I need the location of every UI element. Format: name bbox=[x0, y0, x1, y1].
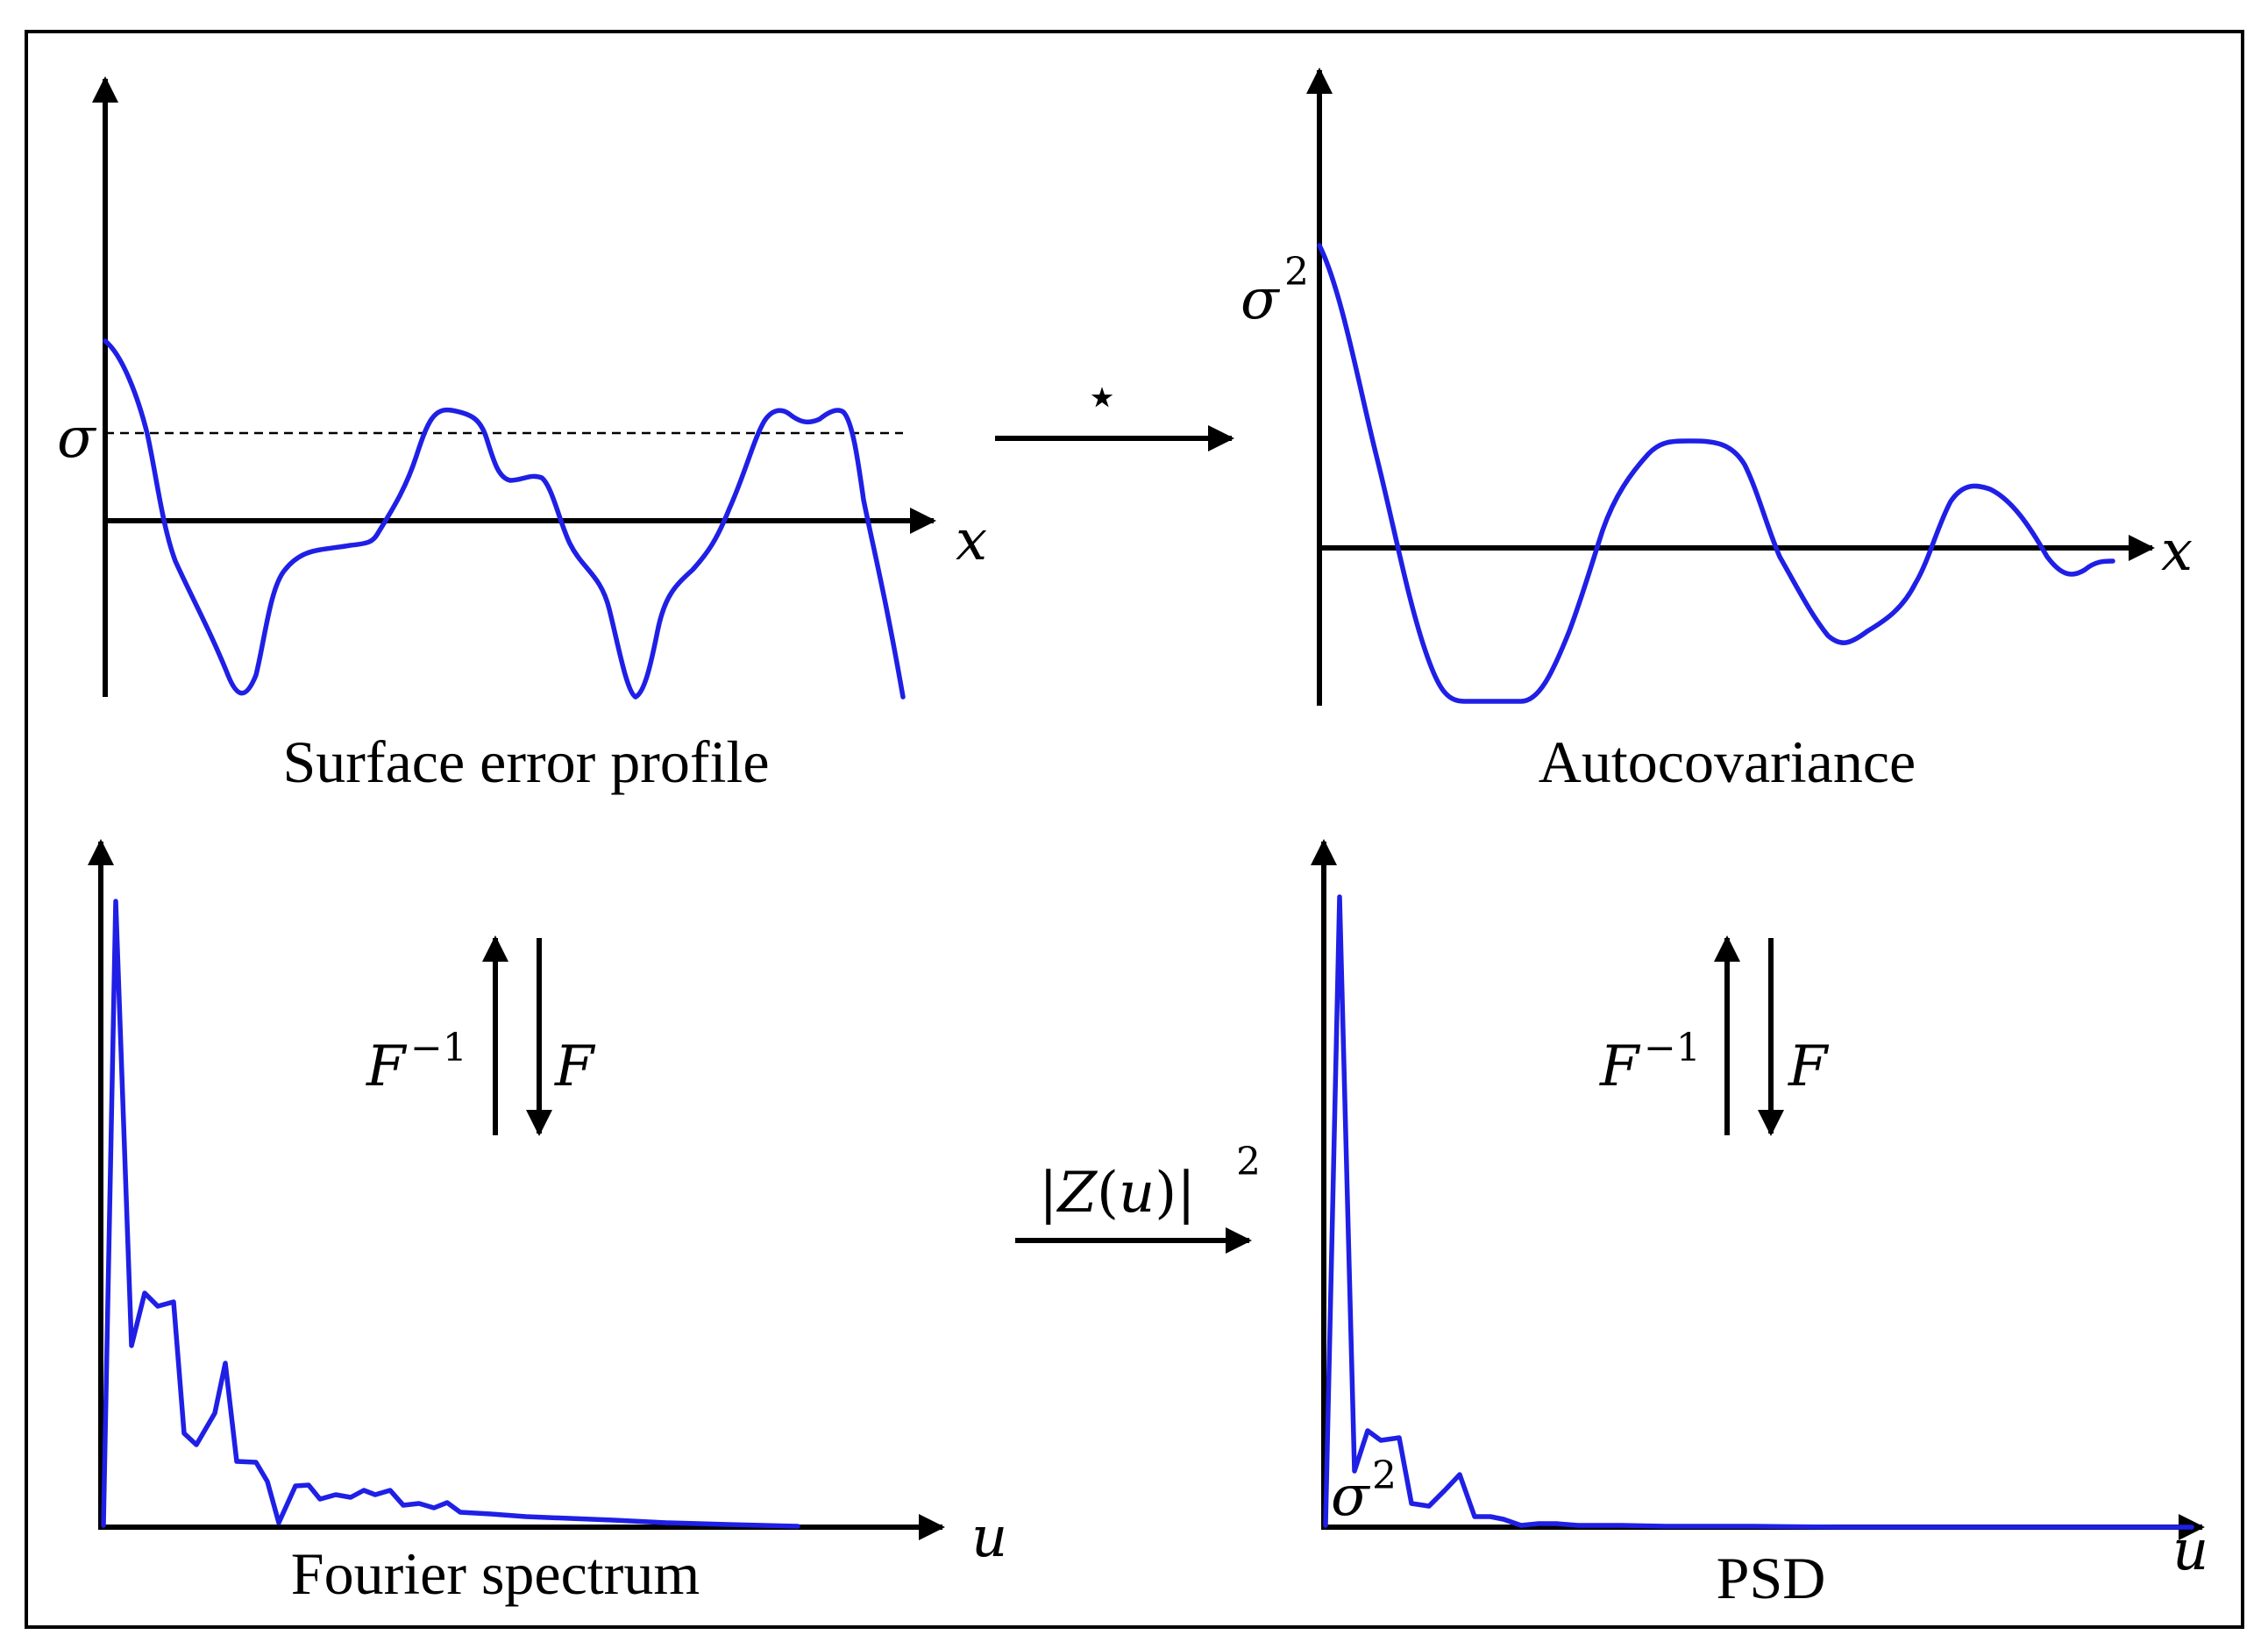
left-fourier-pair: F −1 F bbox=[366, 935, 596, 1136]
panel-surface-error: σ x Surface error profile bbox=[57, 76, 987, 795]
outer-frame bbox=[25, 30, 2244, 1629]
correlation-operator: ⋆ bbox=[995, 365, 1234, 451]
left-inverse-label: F bbox=[366, 1034, 408, 1099]
panel-fourier-spectrum: u Fourier spectrum bbox=[88, 839, 1007, 1607]
psd-caption: PSD bbox=[1717, 1545, 1826, 1611]
left-forward-label: F bbox=[554, 1034, 596, 1099]
autocov-sigma-label: σ bbox=[1241, 267, 1281, 332]
psd-sigma-label: σ bbox=[1331, 1464, 1371, 1529]
fourier-spectrum-curve bbox=[101, 899, 800, 1529]
autocovariance-curve bbox=[1317, 243, 2115, 704]
right-forward-label: F bbox=[1788, 1034, 1830, 1099]
fourier-caption: Fourier spectrum bbox=[291, 1540, 700, 1607]
autocov-x-label: x bbox=[2161, 519, 2193, 584]
surface-caption: Surface error profile bbox=[282, 729, 769, 795]
correlation-symbol: ⋆ bbox=[1084, 365, 1120, 430]
left-inverse-sup: −1 bbox=[410, 1026, 467, 1070]
surface-error-curve bbox=[103, 338, 906, 700]
psd-u-label: u bbox=[2172, 1518, 2208, 1583]
autocov-caption: Autocovariance bbox=[1539, 729, 1916, 795]
modulus-bar-right: | bbox=[1177, 1161, 1196, 1226]
modulus-bar-left: | bbox=[1039, 1161, 1058, 1226]
autocov-sigma-sup: 2 bbox=[1284, 250, 1309, 295]
fourier-u-label: u bbox=[971, 1505, 1007, 1570]
panel-psd: σ 2 u PSD bbox=[1311, 839, 2208, 1611]
modulus-arg: u bbox=[1119, 1161, 1155, 1226]
surface-sigma-label: σ bbox=[57, 406, 97, 471]
right-inverse-sup: −1 bbox=[1644, 1026, 1701, 1070]
psd-sigma-sup: 2 bbox=[1372, 1454, 1397, 1498]
modulus-paren-open: ( bbox=[1097, 1161, 1119, 1226]
modulus-symbol: Z bbox=[1056, 1161, 1098, 1226]
modulus-paren-close: ) bbox=[1155, 1161, 1177, 1226]
modulus-square-sup: 2 bbox=[1236, 1140, 1261, 1184]
panel-autocovariance: σ 2 x Autocovariance bbox=[1241, 68, 2193, 795]
right-fourier-pair: F −1 F bbox=[1599, 935, 1830, 1136]
modulus-square-operator: |Z(u)| 2 bbox=[1015, 1140, 1261, 1254]
modulus-square-label: |Z(u)| bbox=[1039, 1161, 1196, 1226]
right-inverse-label: F bbox=[1599, 1034, 1641, 1099]
surface-x-label: x bbox=[956, 508, 987, 573]
psd-curve bbox=[1323, 894, 2194, 1530]
